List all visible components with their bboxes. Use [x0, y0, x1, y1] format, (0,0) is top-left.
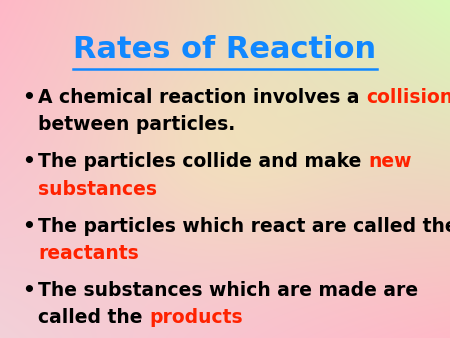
Text: reactants: reactants [38, 244, 139, 263]
Text: The substances which are made are: The substances which are made are [38, 281, 418, 300]
Text: •: • [22, 281, 35, 300]
Text: •: • [22, 152, 35, 171]
Text: called the: called the [38, 308, 149, 327]
Text: The particles collide and make: The particles collide and make [38, 152, 368, 171]
Text: products: products [149, 308, 243, 327]
Text: •: • [22, 217, 35, 236]
Text: between particles.: between particles. [38, 115, 235, 134]
Text: •: • [22, 88, 35, 107]
Text: new: new [368, 152, 411, 171]
Text: substances: substances [38, 179, 157, 198]
Text: Rates of Reaction: Rates of Reaction [73, 35, 377, 65]
Text: The particles which react are called the: The particles which react are called the [38, 217, 450, 236]
Text: collision: collision [366, 88, 450, 107]
Text: A chemical reaction involves a: A chemical reaction involves a [38, 88, 366, 107]
